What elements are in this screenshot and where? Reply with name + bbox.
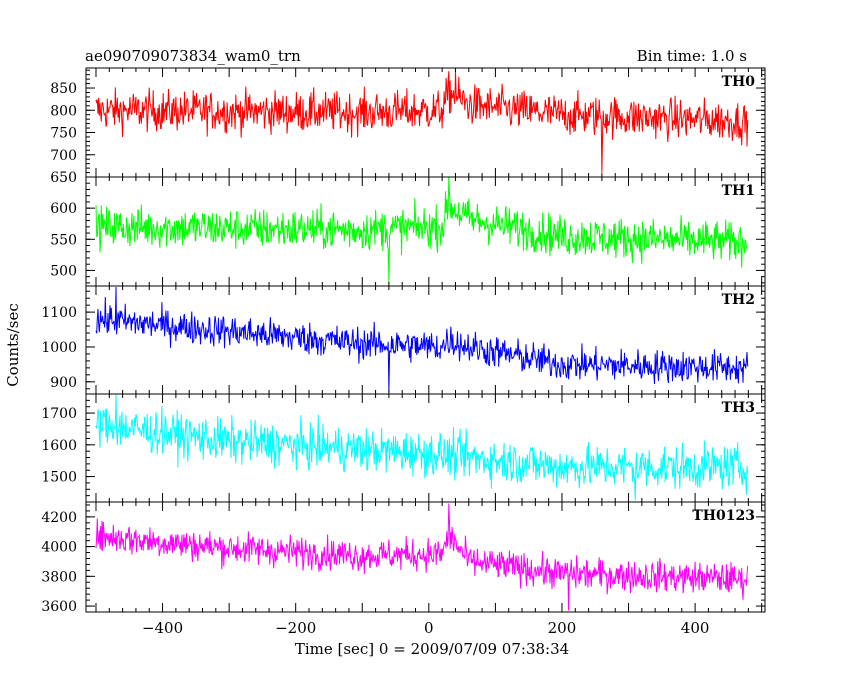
series-line-th2 [95, 286, 749, 393]
y-tick-label: 850 [50, 81, 77, 97]
y-tick-label: 800 [50, 103, 77, 119]
y-tick-label: 1000 [41, 340, 77, 356]
panel-frame-th0 [85, 67, 766, 178]
y-axis-label: Counts/sec [4, 303, 22, 387]
y-tick-label: 900 [50, 375, 77, 391]
panels-group: 650 700 750 800 850 TH0 500 550 600 TH1 900 1000 110… [41, 67, 766, 637]
x-tick-label: 0 [424, 619, 434, 637]
y-tick-label: 4200 [41, 510, 77, 526]
y-tick-label: 1500 [41, 470, 77, 486]
y-tick-label: 650 [50, 170, 77, 186]
x-tick-label: 400 [681, 619, 710, 637]
x-tick-label: −400 [142, 619, 183, 637]
series-line-th0 [95, 70, 749, 173]
y-tick-label: 500 [50, 263, 77, 279]
panel-label-th1: TH1 [722, 183, 755, 199]
chart-title: ae090709073834_wam0_trn [85, 47, 301, 65]
y-tick-label: 3600 [41, 599, 77, 615]
bin-time-label: Bin time: 1.0 s [637, 47, 747, 65]
panel-frame-th0123 [85, 501, 766, 613]
panel-label-th0123: TH0123 [692, 508, 755, 524]
panel-label-th0: TH0 [722, 74, 756, 90]
y-tick-label: 1700 [41, 406, 77, 422]
panel-label-th2: TH2 [722, 292, 755, 308]
series-line-th0123 [95, 503, 749, 611]
series-line-th3 [95, 394, 749, 501]
y-tick-label: 700 [50, 148, 77, 164]
y-tick-label: 1600 [41, 438, 77, 454]
y-tick-label: 3800 [41, 569, 77, 585]
panel-label-th3: TH3 [722, 400, 755, 416]
y-tick-label: 550 [50, 232, 77, 248]
y-tick-label: 750 [50, 126, 77, 142]
y-tick-label: 1100 [41, 305, 77, 321]
series-line-th1 [95, 177, 748, 285]
y-tick-label: 4000 [41, 540, 77, 556]
y-tick-label: 600 [50, 201, 77, 217]
x-tick-label: −200 [275, 619, 316, 637]
x-axis-label: Time [sec] 0 = 2009/07/09 07:38:34 [295, 640, 569, 658]
x-tick-label: 200 [548, 619, 577, 637]
